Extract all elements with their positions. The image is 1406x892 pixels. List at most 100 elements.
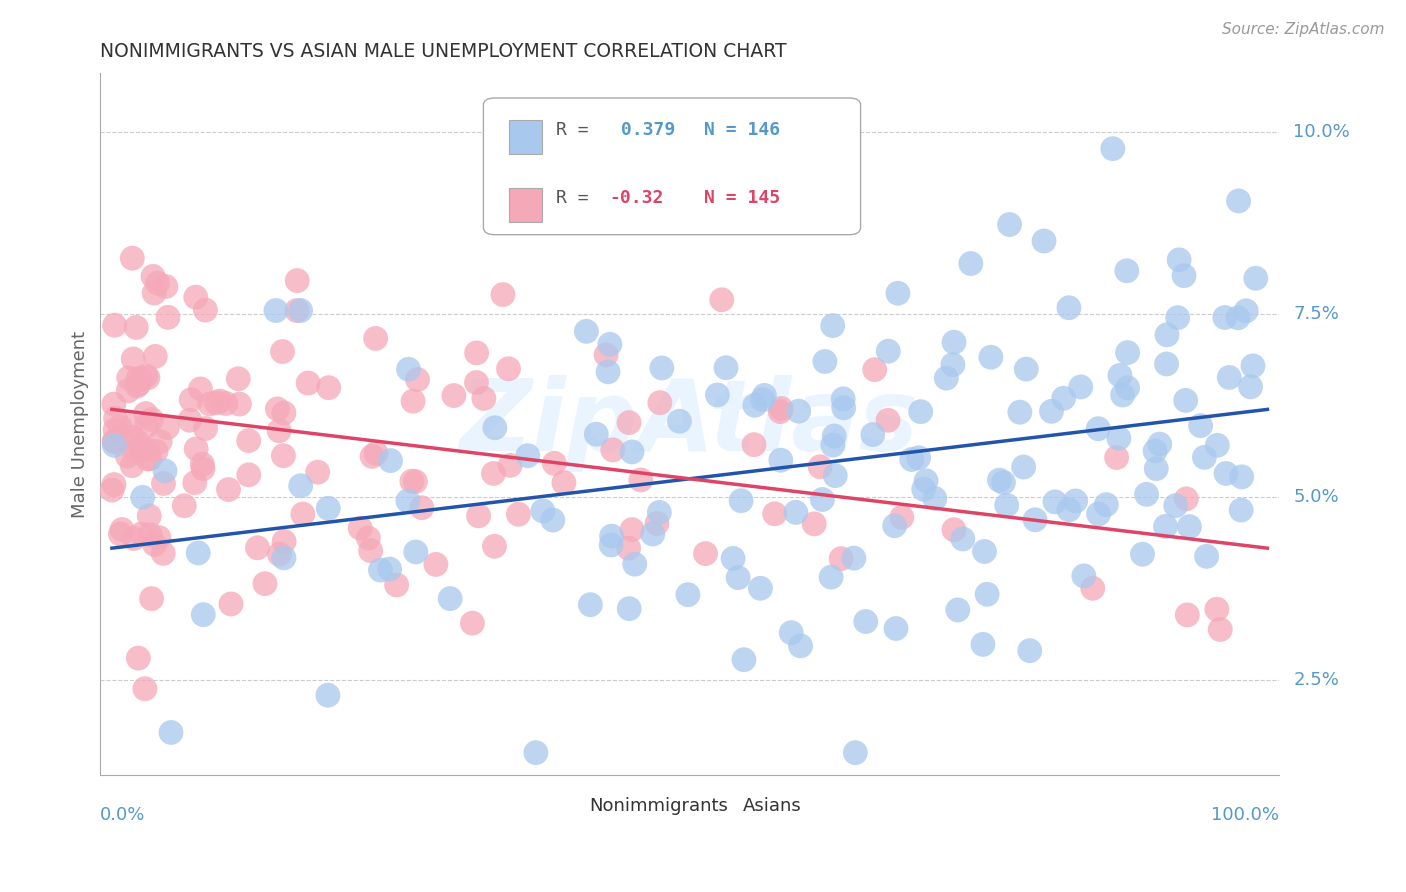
Point <box>1156 357 1178 371</box>
Point <box>855 615 877 629</box>
Point <box>1189 418 1212 433</box>
Point <box>1154 519 1177 533</box>
Point <box>498 361 520 376</box>
Point <box>980 350 1002 364</box>
Point <box>1109 368 1132 383</box>
Point <box>180 392 202 407</box>
Point <box>1230 470 1253 484</box>
Text: 0.379: 0.379 <box>610 121 675 139</box>
Point <box>215 396 238 410</box>
Point <box>820 570 842 584</box>
Point <box>617 416 640 430</box>
Point <box>360 543 382 558</box>
Point <box>1015 362 1038 376</box>
Point <box>472 392 495 406</box>
Point <box>465 376 488 390</box>
Point <box>364 331 387 345</box>
Point <box>318 381 340 395</box>
Point <box>1040 404 1063 418</box>
Text: 2.5%: 2.5% <box>1294 671 1339 689</box>
Point <box>1108 431 1130 445</box>
Point <box>1175 607 1198 622</box>
Point <box>290 303 312 318</box>
Point <box>1218 370 1240 384</box>
Point <box>1111 388 1133 402</box>
Point <box>706 388 728 402</box>
Point <box>1213 310 1236 325</box>
Point <box>789 639 811 653</box>
Point <box>1132 547 1154 561</box>
Point <box>824 468 846 483</box>
Point <box>751 392 773 407</box>
Point <box>808 459 831 474</box>
Text: Nonimmigrants: Nonimmigrants <box>589 797 728 815</box>
Point <box>814 354 837 368</box>
Point <box>135 418 157 433</box>
Point <box>1195 549 1218 564</box>
Point <box>972 637 994 651</box>
Point <box>439 591 461 606</box>
Point <box>648 505 671 519</box>
Point <box>273 449 295 463</box>
Point <box>553 475 575 490</box>
Point <box>401 474 423 488</box>
Point <box>124 443 146 458</box>
Point <box>942 358 965 372</box>
Point <box>599 337 621 351</box>
Point <box>595 348 617 362</box>
Point <box>380 453 402 467</box>
Point <box>733 653 755 667</box>
Point <box>1012 460 1035 475</box>
Point <box>1052 391 1074 405</box>
Point <box>290 479 312 493</box>
Point <box>1205 602 1227 616</box>
Text: 7.5%: 7.5% <box>1294 305 1339 324</box>
Point <box>396 494 419 508</box>
Point <box>131 491 153 505</box>
Point <box>194 303 217 318</box>
Point <box>907 450 929 465</box>
FancyBboxPatch shape <box>484 98 860 235</box>
Point <box>641 527 664 541</box>
Point <box>121 458 143 473</box>
Point <box>179 413 201 427</box>
Point <box>148 531 170 545</box>
Point <box>602 442 624 457</box>
Point <box>1239 380 1261 394</box>
Point <box>531 504 554 518</box>
Point <box>668 414 690 428</box>
Point <box>1033 234 1056 248</box>
Point <box>184 475 207 490</box>
Point <box>910 404 932 418</box>
Point <box>135 368 157 383</box>
Point <box>253 576 276 591</box>
Point <box>104 423 127 437</box>
Point <box>630 473 652 487</box>
Point <box>946 603 969 617</box>
Point <box>120 430 142 444</box>
Point <box>104 411 127 425</box>
Point <box>492 287 515 301</box>
Point <box>1164 499 1187 513</box>
Point <box>273 406 295 420</box>
Point <box>1156 327 1178 342</box>
Point <box>524 746 547 760</box>
Point <box>111 523 134 537</box>
Point <box>219 597 242 611</box>
Point <box>120 419 142 434</box>
Point <box>863 362 886 376</box>
Point <box>461 616 484 631</box>
Point <box>191 461 214 475</box>
Point <box>139 528 162 542</box>
Point <box>443 388 465 402</box>
Point <box>1043 495 1066 509</box>
Point <box>349 521 371 535</box>
Point <box>271 344 294 359</box>
Point <box>508 508 530 522</box>
Point <box>803 516 825 531</box>
Point <box>103 438 125 452</box>
Point <box>727 571 749 585</box>
Point <box>1024 513 1046 527</box>
Point <box>385 578 408 592</box>
Point <box>129 372 152 386</box>
